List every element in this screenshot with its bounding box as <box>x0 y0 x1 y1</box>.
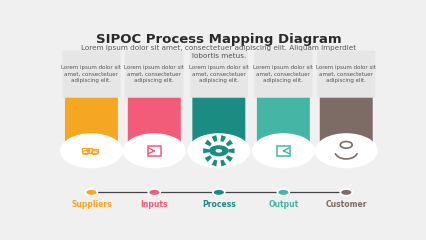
Circle shape <box>187 133 250 168</box>
FancyBboxPatch shape <box>62 50 120 98</box>
Polygon shape <box>225 140 233 146</box>
Polygon shape <box>204 140 211 146</box>
Text: Lorem ipsum dolor sit
amet, consectetuer
adipiscing elit.: Lorem ipsum dolor sit amet, consectetuer… <box>61 65 121 83</box>
PathPatch shape <box>127 96 180 145</box>
Circle shape <box>277 189 289 196</box>
Circle shape <box>340 189 351 196</box>
Bar <box>147 146 161 156</box>
Circle shape <box>60 133 123 168</box>
Circle shape <box>123 133 185 168</box>
Circle shape <box>251 133 314 168</box>
Polygon shape <box>204 155 211 162</box>
Circle shape <box>215 149 222 153</box>
Bar <box>276 146 289 156</box>
Polygon shape <box>203 148 209 153</box>
Circle shape <box>148 189 160 196</box>
Polygon shape <box>211 160 217 166</box>
Text: SIPOC Process Mapping Diagram: SIPOC Process Mapping Diagram <box>96 33 341 46</box>
FancyBboxPatch shape <box>125 50 183 98</box>
Polygon shape <box>225 155 233 162</box>
Circle shape <box>213 189 224 196</box>
Text: Output: Output <box>268 200 298 209</box>
Bar <box>82 148 92 153</box>
Polygon shape <box>220 135 225 142</box>
Circle shape <box>314 133 377 168</box>
Polygon shape <box>228 148 234 153</box>
Text: Process: Process <box>201 200 235 209</box>
Text: Lorem ipsum dolor sit amet, consectetuer adipiscing elit. Aliquam imperdiet
lobo: Lorem ipsum dolor sit amet, consectetuer… <box>81 44 356 59</box>
Text: Lorem ipsum dolor sit
amet, consectetuer
adipiscing elit.: Lorem ipsum dolor sit amet, consectetuer… <box>253 65 313 83</box>
Text: Suppliers: Suppliers <box>71 200 112 209</box>
Text: Lorem ipsum dolor sit
amet, consectetuer
adipiscing elit.: Lorem ipsum dolor sit amet, consectetuer… <box>316 65 375 83</box>
FancyBboxPatch shape <box>189 50 248 98</box>
Circle shape <box>208 145 228 156</box>
PathPatch shape <box>192 96 245 145</box>
PathPatch shape <box>65 96 118 145</box>
FancyBboxPatch shape <box>317 50 374 98</box>
Polygon shape <box>220 160 225 166</box>
FancyBboxPatch shape <box>253 50 312 98</box>
PathPatch shape <box>256 96 309 145</box>
Text: Lorem ipsum dolor sit
amet, consectetuer
adipiscing elit.: Lorem ipsum dolor sit amet, consectetuer… <box>124 65 184 83</box>
PathPatch shape <box>319 96 372 145</box>
Bar <box>92 149 98 153</box>
Circle shape <box>85 189 97 196</box>
Text: Inputs: Inputs <box>140 200 168 209</box>
Text: Lorem ipsum dolor sit
amet, consectetuer
adipiscing elit.: Lorem ipsum dolor sit amet, consectetuer… <box>188 65 248 83</box>
Text: Customer: Customer <box>325 200 366 209</box>
Polygon shape <box>211 135 217 142</box>
